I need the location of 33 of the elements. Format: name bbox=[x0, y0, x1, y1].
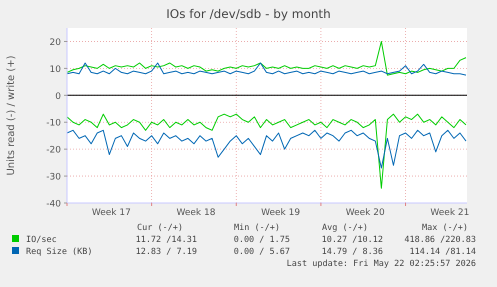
line-series bbox=[66, 62, 466, 76]
text: Min (-/+) bbox=[234, 223, 280, 233]
text: Max (-/+) bbox=[422, 223, 468, 233]
line-series bbox=[66, 114, 466, 189]
y-tick-label: 0 bbox=[55, 92, 62, 102]
text: 114.14 /81.14 bbox=[409, 247, 476, 257]
y-tick-label: -20 bbox=[46, 146, 62, 156]
x-tick-label: Week 18 bbox=[176, 208, 216, 218]
x-tick-label: Week 20 bbox=[346, 208, 385, 218]
text: 0.00 / 5.67 bbox=[234, 247, 290, 257]
x-tick-label: Week 19 bbox=[261, 208, 300, 218]
y-tick-label: 20 bbox=[50, 38, 62, 48]
y-axis-title: Units read (-) / write (+) bbox=[6, 55, 17, 176]
text: 12.83 / 7.19 bbox=[136, 247, 197, 257]
legend-label: IO/sec bbox=[26, 235, 57, 245]
legend-label: Req Size (KB) bbox=[26, 247, 93, 257]
text: 418.86 /220.83 bbox=[404, 235, 476, 245]
text: 10.27 /10.12 bbox=[322, 235, 383, 245]
text: 14.79 / 8.36 bbox=[322, 247, 383, 257]
y-tick-label: -10 bbox=[46, 118, 62, 129]
y-tick-label: -30 bbox=[46, 172, 62, 183]
line-series bbox=[66, 130, 466, 168]
line-series bbox=[66, 40, 466, 76]
text: Avg (-/+) bbox=[322, 223, 368, 233]
text: Last update: Fri May 22 02:25:57 2026 bbox=[286, 259, 476, 269]
y-tick-label: -40 bbox=[46, 200, 62, 210]
text: 0.00 / 1.75 bbox=[234, 235, 290, 245]
x-tick-label: Week 21 bbox=[430, 208, 470, 218]
chart-title: IOs for /dev/sdb - by month bbox=[166, 7, 331, 21]
x-tick-label: Week 17 bbox=[92, 208, 131, 218]
y-tick-label: 10 bbox=[50, 64, 62, 75]
text: 11.72 /14.31 bbox=[136, 235, 197, 245]
text: Cur (-/+) bbox=[136, 223, 184, 233]
